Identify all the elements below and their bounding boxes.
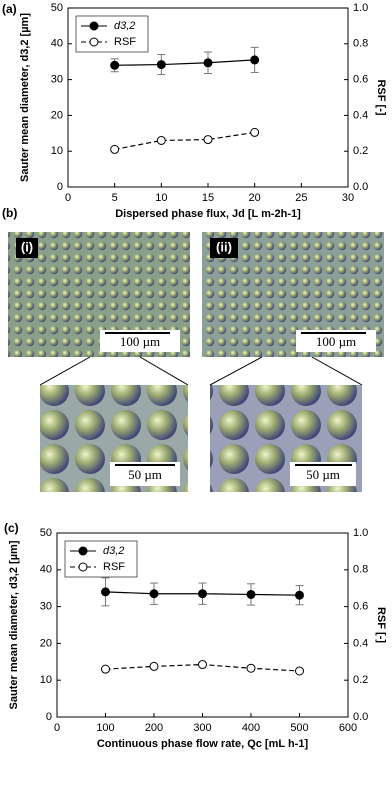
y2-tick-label: 0.2 (353, 674, 368, 686)
legend-label: RSF (103, 561, 125, 573)
legend-marker (89, 21, 99, 31)
y-tick-label: 40 (51, 38, 63, 50)
y-tick-label: 0 (57, 181, 63, 193)
x-tick-label: 10 (155, 192, 167, 204)
label-box (210, 238, 238, 258)
x-tick-label: 100 (96, 722, 114, 734)
label-box (16, 238, 38, 258)
y-tick-label: 50 (51, 2, 63, 14)
data-point (110, 60, 120, 70)
data-point (295, 666, 304, 676)
x-tick-label: 200 (145, 722, 163, 734)
data-point (198, 589, 207, 599)
x-tick-label: 30 (342, 192, 354, 204)
y2-tick-label: 1.0 (353, 527, 368, 539)
data-point (250, 127, 260, 137)
panel-label: (i) (21, 239, 33, 254)
data-point (110, 144, 120, 154)
zoom-line (39, 356, 91, 386)
y2-tick-label: 0.8 (353, 564, 368, 576)
zoom-line (311, 356, 363, 386)
x-axis-label: Dispersed phase flux, Jd [L m-2h-1] (115, 208, 301, 220)
scale-box (100, 330, 180, 352)
x-tick-label: 15 (202, 192, 214, 204)
y2-tick-label: 0.6 (353, 74, 368, 86)
data-point (295, 590, 304, 600)
y2-axis-label: RSF [-] (375, 79, 387, 115)
data-point (246, 589, 256, 599)
y2-tick-label: 0.4 (353, 109, 368, 121)
y-tick-label: 20 (51, 109, 63, 121)
x-tick-label: 25 (295, 192, 307, 204)
series-line (114, 131, 255, 150)
data-point (198, 660, 207, 670)
panel-label: (a) (2, 2, 17, 16)
legend-box (75, 15, 149, 53)
zoom-line (209, 356, 263, 386)
scale-label: 50 µm (306, 467, 340, 482)
data-point (101, 664, 110, 674)
data-point (203, 58, 213, 68)
legend-label: d3,2 (114, 20, 135, 32)
y-tick-label: 40 (40, 564, 52, 576)
y-tick-label: 20 (40, 637, 52, 649)
micrographs: (i) (ii) 100 µm 100 µm 50 µm 50 µm (b) (2, 206, 384, 492)
y2-tick-label: 0.0 (353, 711, 368, 723)
legend-marker (78, 562, 88, 572)
y-tick-label: 30 (51, 74, 63, 86)
y-tick-label: 30 (40, 601, 52, 613)
data-point (101, 587, 110, 597)
panel-label: (c) (4, 521, 19, 535)
data-point (156, 60, 166, 70)
legend-marker (89, 37, 99, 47)
y2-tick-label: 0.4 (353, 637, 368, 649)
scale-label: 100 µm (120, 334, 160, 349)
y2-tick-label: 0.6 (353, 601, 368, 613)
data-point (203, 135, 213, 145)
y-tick-label: 50 (40, 527, 52, 539)
legend-label: RSF (114, 36, 136, 48)
legend-box (64, 540, 138, 578)
scale-box (296, 330, 376, 352)
x-tick-label: 0 (65, 192, 71, 204)
panel-label: (b) (2, 206, 17, 220)
x-tick-label: 600 (339, 722, 357, 734)
x-tick-label: 300 (193, 722, 211, 734)
data-point (149, 661, 159, 671)
x-tick-label: 0 (54, 722, 60, 734)
data-point (149, 589, 159, 599)
x-tick-label: 20 (249, 192, 261, 204)
data-point (156, 135, 166, 145)
x-axis-label: Continuous phase flow rate, Qc [mL h-1] (97, 738, 309, 750)
data-point (246, 663, 256, 673)
data-point (250, 55, 260, 65)
y2-tick-label: 0.8 (353, 38, 368, 50)
series-line (114, 59, 255, 66)
y2-axis-label: RSF [-] (375, 607, 387, 643)
y-tick-label: 10 (40, 674, 52, 686)
y-axis-label: Sauter mean diameter, d3,2 [µm] (19, 13, 31, 182)
x-tick-label: 5 (112, 192, 118, 204)
panel-label: (ii) (216, 239, 232, 254)
zoom-line (139, 356, 189, 386)
x-tick-label: 400 (242, 722, 260, 734)
y-axis-label: Sauter mean diameter, d3,2 [µm] (8, 540, 20, 709)
y2-tick-label: 1.0 (353, 2, 368, 14)
y-tick-label: 10 (51, 145, 63, 157)
y2-tick-label: 0.2 (353, 145, 368, 157)
scale-label: 100 µm (316, 334, 356, 349)
legend-label: d3,2 (103, 545, 124, 557)
x-tick-label: 500 (290, 722, 308, 734)
y2-tick-label: 0.0 (353, 181, 368, 193)
scale-label: 50 µm (128, 467, 162, 482)
legend-marker (78, 546, 88, 556)
y-tick-label: 0 (46, 711, 52, 723)
